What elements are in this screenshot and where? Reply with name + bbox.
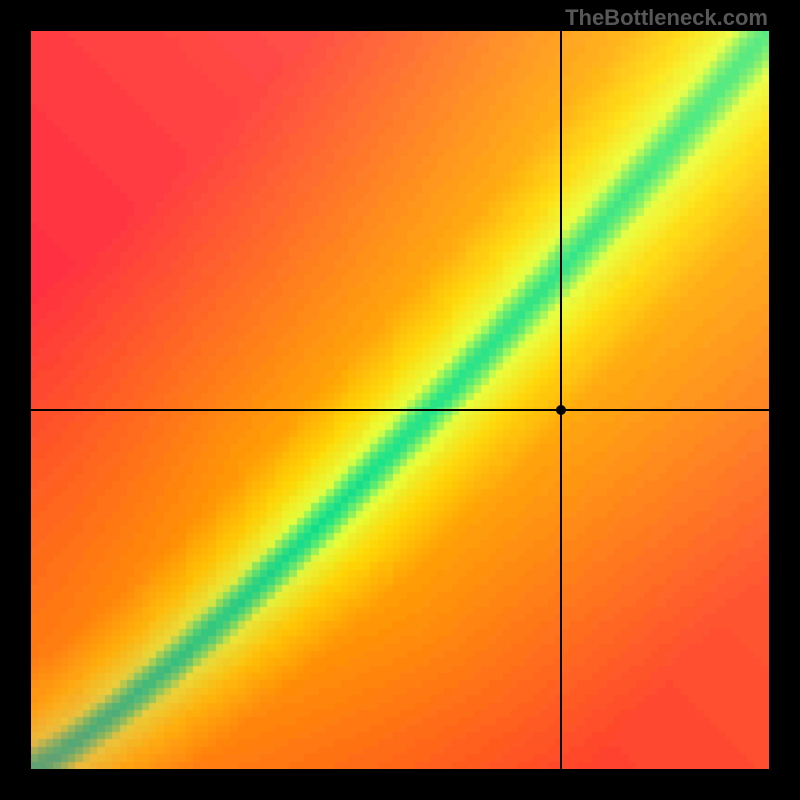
bottleneck-heatmap [31,31,769,769]
watermark-text: TheBottleneck.com [565,5,768,31]
crosshair-vertical-line [560,31,562,769]
crosshair-horizontal-line [31,409,769,411]
crosshair-dot [556,405,566,415]
